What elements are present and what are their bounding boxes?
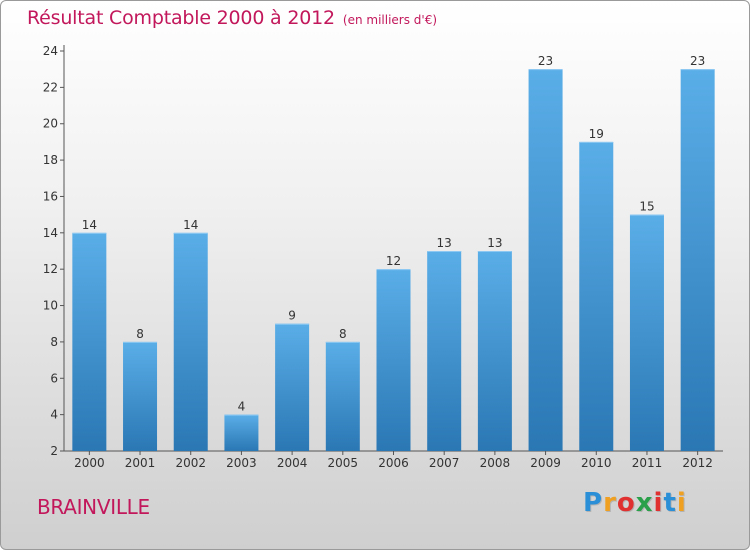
bar-2004 (275, 323, 310, 451)
x-tick-label: 2001 (125, 456, 156, 470)
x-tick-label: 2011 (632, 456, 663, 470)
logo-letter: i (676, 488, 687, 518)
bars (72, 69, 715, 451)
bar-2007 (427, 251, 462, 451)
y-tick-label: 2 (50, 444, 58, 458)
chart-title: Résultat Comptable 2000 à 2012 (27, 7, 335, 29)
y-tick-label: 18 (43, 153, 58, 167)
x-tick-label: 2002 (175, 456, 206, 470)
x-tick-label: 2006 (378, 456, 409, 470)
x-tick-label: 2012 (682, 456, 713, 470)
x-tick-label: 2003 (226, 456, 257, 470)
x-tick-label: 2000 (74, 456, 105, 470)
data-label-2011: 15 (639, 200, 654, 214)
bar-2010 (579, 141, 614, 451)
y-tick-label: 10 (43, 299, 58, 313)
x-tick-label: 2004 (277, 456, 308, 470)
data-label-2004: 9 (288, 309, 296, 323)
y-tick-label: 24 (43, 44, 58, 58)
bar-2002 (173, 232, 208, 451)
town-name: BRAINVILLE (37, 495, 150, 519)
y-tick-label: 6 (50, 371, 58, 385)
logo-letter: i (653, 488, 664, 518)
bar-2012 (680, 69, 715, 451)
y-tick-label: 8 (50, 335, 58, 349)
data-labels: 14 8 14 4 9 8 12 13 13 23 19 15 23 (82, 54, 706, 413)
chart-subtitle: (en milliers d'€) (342, 13, 438, 27)
data-label-2010: 19 (589, 127, 604, 141)
y-tick-label: 4 (50, 408, 58, 422)
y-tick-label: 12 (43, 262, 58, 276)
bar-2009 (528, 69, 563, 451)
bar-2001 (123, 341, 158, 451)
bar-2011 (629, 214, 664, 451)
bar-2005 (325, 341, 360, 451)
bar-2003 (224, 414, 259, 451)
y-tick-label: 20 (43, 117, 58, 131)
bar-2006 (376, 269, 411, 451)
y-tick-label: 16 (43, 189, 58, 203)
data-label-2008: 13 (487, 236, 502, 250)
data-label-2012: 23 (690, 54, 705, 68)
x-tick-label: 2008 (480, 456, 511, 470)
data-label-2009: 23 (538, 54, 553, 68)
data-label-2001: 8 (136, 327, 144, 341)
logo-letter: t (663, 488, 677, 518)
data-label-2005: 8 (339, 327, 347, 341)
x-tick-label: 2010 (581, 456, 612, 470)
data-label-2003: 4 (238, 400, 246, 414)
y-tick-label: 22 (43, 80, 58, 94)
y-tick-label: 14 (43, 226, 58, 240)
logo-letter: r (603, 488, 617, 518)
logo-letter: x (635, 488, 654, 518)
data-label-2000: 14 (82, 218, 97, 232)
data-label-2007: 13 (437, 236, 452, 250)
logo-letter: o (616, 488, 636, 518)
logo-letter: P (583, 488, 604, 518)
bar-2008 (477, 251, 512, 451)
data-label-2006: 12 (386, 254, 401, 268)
x-tick-label: 2007 (429, 456, 460, 470)
bar-2000 (72, 232, 107, 451)
x-tick-label: 2009 (530, 456, 561, 470)
data-label-2002: 14 (183, 218, 198, 232)
x-tick-label: 2005 (328, 456, 359, 470)
proxiti-logo[interactable]: Proxiti (583, 488, 687, 518)
title-row: Résultat Comptable 2000 à 2012 (en millie… (27, 7, 437, 29)
